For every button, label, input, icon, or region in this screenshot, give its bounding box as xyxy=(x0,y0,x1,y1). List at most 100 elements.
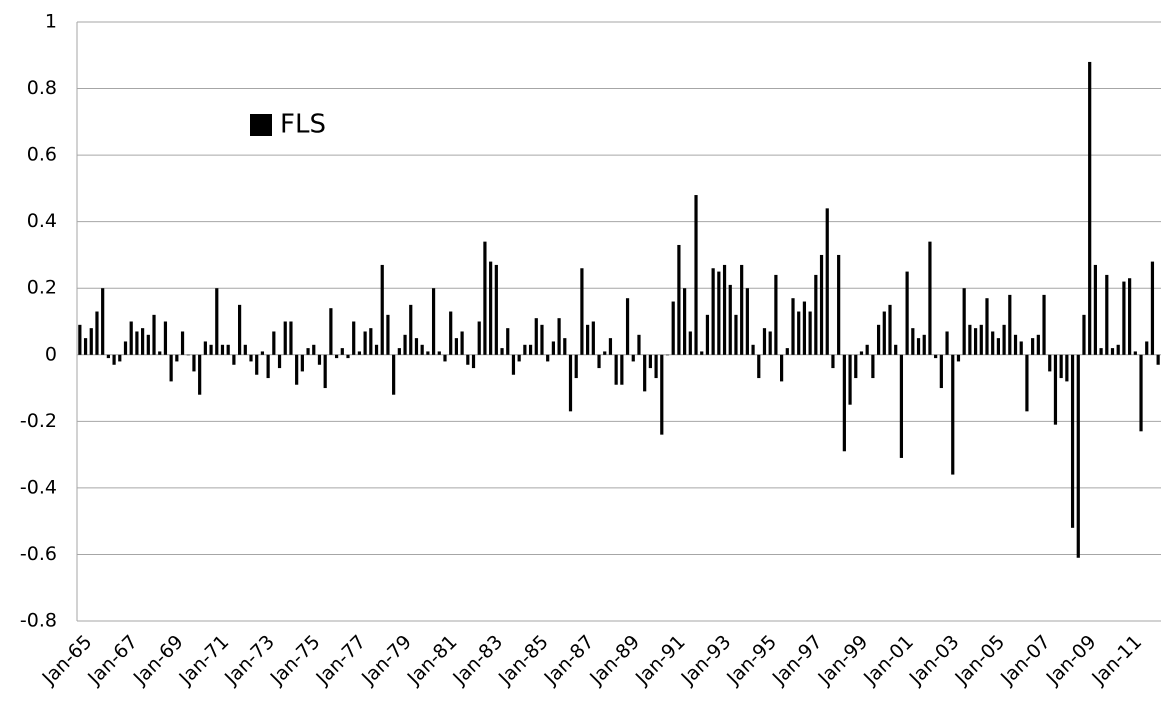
x-tick-label: Jan-07 xyxy=(996,631,1055,690)
bar xyxy=(426,351,430,355)
bar xyxy=(169,354,173,382)
bar xyxy=(831,354,835,369)
bar xyxy=(1048,354,1052,372)
legend-swatch xyxy=(250,114,272,136)
bar xyxy=(175,354,179,362)
bar xyxy=(648,354,652,369)
bar xyxy=(814,274,818,355)
bar xyxy=(1128,278,1132,355)
bar xyxy=(517,354,521,362)
bar xyxy=(249,354,253,362)
bar xyxy=(272,331,276,355)
bar xyxy=(101,288,105,355)
bar xyxy=(586,324,590,355)
bar xyxy=(722,264,727,355)
bar xyxy=(751,344,755,355)
bar xyxy=(477,321,481,355)
bar xyxy=(437,351,441,355)
bar xyxy=(962,288,966,355)
bar xyxy=(449,311,453,355)
bar xyxy=(563,338,567,355)
bar xyxy=(568,354,573,412)
bar xyxy=(996,338,1000,355)
bar xyxy=(808,311,812,355)
bar xyxy=(945,331,949,355)
bar xyxy=(403,334,407,355)
x-tick-label: Jan-83 xyxy=(448,631,507,690)
y-tick-label: -0.8 xyxy=(20,610,57,632)
bar xyxy=(289,321,293,355)
bar xyxy=(409,304,413,355)
bar xyxy=(260,351,265,355)
bar xyxy=(911,328,915,355)
bar xyxy=(1025,354,1029,412)
bar xyxy=(968,324,972,355)
bar xyxy=(78,324,82,355)
x-tick-label: Jan-93 xyxy=(676,631,735,690)
bar xyxy=(842,354,846,452)
bar xyxy=(489,261,493,355)
bar xyxy=(209,344,213,355)
bar xyxy=(192,354,196,372)
x-tick-label: Jan-97 xyxy=(768,631,827,690)
bar xyxy=(591,321,595,355)
bar xyxy=(243,344,247,355)
bar xyxy=(768,331,772,355)
y-tick-label: -0.6 xyxy=(20,543,57,565)
x-tick-label: Jan-09 xyxy=(1042,631,1101,690)
bar xyxy=(1099,348,1103,355)
bar xyxy=(985,298,989,355)
bar xyxy=(1122,281,1126,355)
bar xyxy=(854,354,858,379)
bar xyxy=(357,351,362,355)
x-tick-label: Jan-03 xyxy=(905,631,964,690)
x-tick-label: Jan-79 xyxy=(357,631,416,690)
bar xyxy=(397,348,401,355)
bar xyxy=(654,354,658,379)
bar xyxy=(688,331,692,355)
bar xyxy=(471,354,476,369)
bar xyxy=(500,348,504,355)
bar xyxy=(483,241,487,355)
bar xyxy=(386,314,390,355)
bar xyxy=(620,354,624,385)
bar xyxy=(255,354,259,375)
bar xyxy=(141,328,145,355)
bar xyxy=(1002,324,1006,355)
x-tick-label: Jan-71 xyxy=(174,631,233,690)
bar xyxy=(1088,61,1092,355)
bar xyxy=(865,344,869,355)
bar xyxy=(534,318,538,355)
bar xyxy=(363,331,367,355)
x-tick-label: Jan-95 xyxy=(722,631,781,690)
y-tick-label: 0.2 xyxy=(27,277,57,299)
bar xyxy=(135,331,139,355)
bar xyxy=(791,298,795,355)
bar xyxy=(916,338,921,355)
bar xyxy=(163,321,168,355)
bar xyxy=(802,301,807,355)
bar xyxy=(323,354,327,389)
bar xyxy=(369,328,373,355)
bar xyxy=(934,354,938,359)
x-tick-label: Jan-91 xyxy=(631,631,690,690)
bar xyxy=(1065,354,1069,382)
bar xyxy=(859,351,864,355)
bar xyxy=(894,344,898,355)
x-tick-label: Jan-11 xyxy=(1087,631,1146,690)
y-tick-label: -0.2 xyxy=(20,410,57,432)
bar xyxy=(392,354,396,395)
bar xyxy=(1082,314,1086,355)
bar xyxy=(683,288,687,355)
x-tick-label: Jan-89 xyxy=(585,631,644,690)
bar xyxy=(1139,354,1143,432)
bar xyxy=(1008,294,1012,355)
bar xyxy=(277,354,282,369)
bar xyxy=(494,264,498,355)
bar xyxy=(905,271,909,355)
bar xyxy=(1019,341,1023,355)
bar xyxy=(956,354,961,362)
bar xyxy=(295,354,299,385)
bar xyxy=(825,208,829,355)
